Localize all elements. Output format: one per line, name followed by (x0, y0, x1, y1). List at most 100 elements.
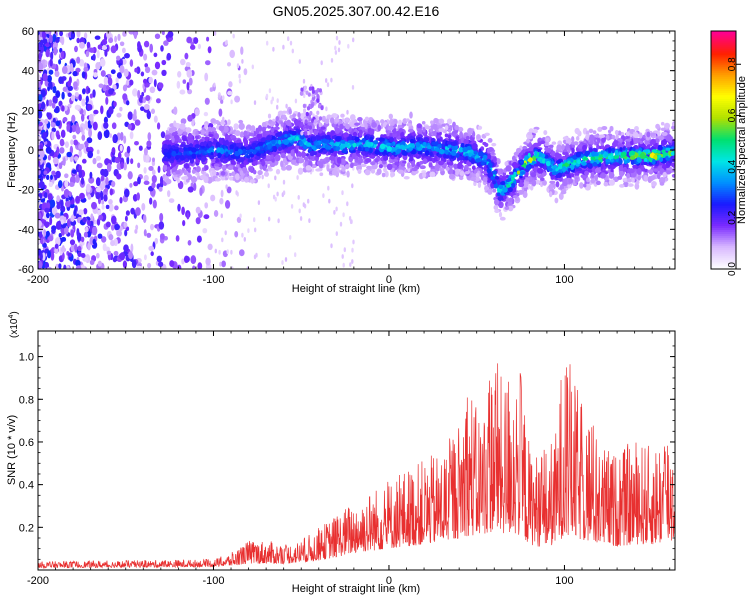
heatmap-cell (95, 155, 101, 161)
heatmap-cell (600, 150, 604, 155)
heatmap-cell (106, 31, 112, 39)
heatmap-cell (255, 174, 262, 180)
heatmap-cell (87, 242, 91, 251)
heatmap-cell (567, 147, 571, 154)
heatmap-cell (397, 169, 404, 174)
heatmap-cell (164, 134, 171, 140)
heatmap-cell (234, 95, 241, 103)
heatmap-cell (352, 131, 358, 138)
heatmap-cell (650, 175, 656, 180)
heatmap-cell (147, 262, 152, 269)
heatmap-cell (60, 219, 64, 225)
heatmap-cell (119, 106, 123, 112)
heatmap-cell (169, 260, 175, 268)
heatmap-cell (381, 172, 386, 178)
heatmap-cell (261, 174, 264, 180)
heatmap-cell (496, 192, 501, 197)
heatmap-cell (267, 252, 270, 258)
heatmap-cell (325, 106, 328, 112)
heatmap-cell (370, 161, 376, 166)
heatmap-cell (450, 150, 457, 156)
heatmap-cell (233, 123, 239, 130)
heatmap-cell (608, 179, 616, 186)
heatmap-cell (446, 118, 453, 125)
heatmap-cell (110, 69, 116, 75)
heatmap-cell (87, 150, 94, 159)
heatmap-cell (38, 109, 41, 117)
heatmap-cell (177, 127, 184, 135)
heatmap-cell (549, 180, 556, 184)
heatmap-cell (464, 171, 470, 175)
heatmap-cell (250, 125, 256, 132)
heatmap-cell (270, 121, 277, 125)
heatmap-cell (125, 226, 130, 232)
heatmap-cell (88, 113, 94, 122)
heatmap-cell (636, 157, 642, 163)
heatmap-cell (145, 94, 151, 102)
heatmap-cell (325, 158, 330, 163)
heatmap-cell (451, 146, 456, 151)
heatmap-cell (144, 66, 151, 74)
heatmap-cell (575, 178, 579, 184)
heatmap-cell (352, 239, 355, 245)
heatmap-cell (378, 164, 383, 169)
heatmap-cell (103, 76, 109, 86)
heatmap-cell (173, 120, 177, 128)
heatmap-cell (285, 103, 288, 109)
heatmap-cell (157, 165, 161, 174)
heatmap-cell (214, 119, 220, 125)
heatmap-cell (556, 159, 561, 164)
heatmap-cell (143, 167, 147, 174)
heatmap-cell (214, 248, 217, 254)
heatmap-cell (75, 265, 82, 269)
heatmap-cell (640, 143, 646, 148)
heatmap-cell (331, 164, 335, 169)
heatmap-cell (219, 197, 224, 205)
heatmap-cell (38, 168, 41, 176)
heatmap-cell (239, 213, 242, 219)
heatmap-cell (220, 99, 224, 104)
heatmap-cell (143, 147, 148, 156)
heatmap-cell (337, 47, 341, 53)
heatmap-cell (243, 160, 247, 165)
heatmap-cell (108, 37, 114, 44)
heatmap-cell (108, 88, 114, 95)
heatmap-cell (558, 192, 564, 200)
heatmap-cell (83, 109, 86, 116)
heatmap-cell (238, 78, 242, 84)
heatmap-cell (297, 167, 304, 175)
heatmap-cell (89, 259, 95, 266)
heatmap-cell (140, 71, 145, 77)
heatmap-cell (400, 163, 406, 167)
heatmap-cell (213, 31, 217, 36)
heatmap-cell (555, 181, 560, 188)
heatmap-cell (241, 232, 244, 238)
heatmap-cell (58, 76, 64, 85)
heatmap-cell (422, 147, 426, 153)
heatmap-cell (390, 171, 394, 178)
heatmap-cell (225, 184, 228, 190)
heatmap-cell (134, 229, 138, 234)
heatmap-cell (431, 141, 437, 146)
heatmap-cell (123, 222, 128, 228)
heatmap-cell (111, 147, 116, 154)
heatmap-cell (55, 263, 60, 269)
heatmap-cell (661, 131, 668, 136)
heatmap-cell (620, 151, 627, 157)
heatmap-cell (409, 111, 413, 119)
heatmap-cell (89, 171, 93, 179)
heatmap-cell (447, 128, 452, 133)
heatmap-cell (104, 187, 109, 193)
heatmap-cell (135, 224, 139, 231)
heatmap-cell (527, 131, 532, 136)
heatmap-cell (204, 150, 208, 155)
heatmap-cell (78, 59, 85, 67)
heatmap-cell (183, 175, 189, 180)
heatmap-cell (326, 139, 330, 144)
heatmap-cell (50, 174, 53, 180)
heatmap-cell (257, 141, 264, 146)
heatmap-cell (161, 31, 165, 36)
heatmap-cell (158, 221, 165, 230)
heatmap-cell (405, 118, 410, 122)
